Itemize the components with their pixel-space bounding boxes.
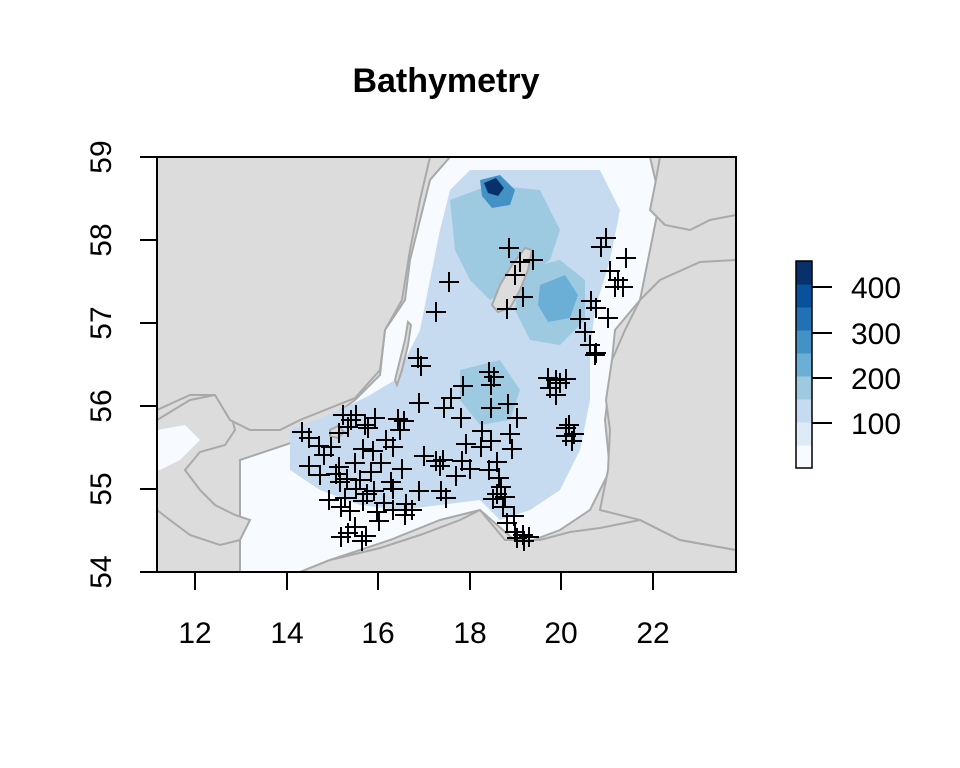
x-tick-label: 12 — [178, 617, 211, 650]
colorbar-swatches — [796, 261, 812, 469]
colorbar-frame — [795, 260, 813, 469]
y-tick-label: 54 — [85, 555, 118, 588]
y-tick-label: 56 — [85, 389, 118, 422]
y-tick-label: 57 — [85, 306, 118, 339]
colorbar-label: 100 — [851, 408, 901, 441]
colorbar-swatch — [796, 422, 812, 446]
sea-deepest — [484, 178, 504, 196]
colorbar-label: 300 — [851, 318, 901, 351]
map-panel — [156, 156, 737, 573]
colorbar-label: 200 — [851, 363, 901, 396]
eastern-land — [598, 258, 736, 552]
colorbar-swatch — [796, 284, 812, 308]
x-tick-label: 22 — [636, 617, 669, 650]
y-axis: 54 55 56 57 58 59 — [85, 140, 158, 589]
oland-island — [393, 319, 413, 388]
colorbar-swatch — [796, 376, 812, 400]
colorbar-swatch — [796, 399, 812, 423]
western-coast — [157, 157, 432, 431]
x-tick-label: 16 — [361, 617, 394, 650]
y-tick-label: 58 — [85, 223, 118, 256]
shallow-west — [157, 425, 200, 470]
x-tick-label: 18 — [453, 617, 486, 650]
colorbar-swatch — [796, 307, 812, 331]
sample-markers — [292, 228, 636, 551]
colorbar-label: 400 — [851, 272, 901, 305]
northeast-land — [648, 157, 736, 232]
colorbar-swatch — [796, 445, 812, 469]
colorbar-swatch — [796, 353, 812, 377]
x-axis: 12 14 16 18 20 22 — [178, 571, 670, 650]
colorbar-legend: 400 300 200 100 — [795, 260, 901, 469]
x-tick-label: 20 — [544, 617, 577, 650]
colorbar-swatch — [796, 330, 812, 354]
sea-deep-3 — [538, 275, 578, 322]
y-tick-label: 59 — [85, 140, 118, 173]
x-tick-label: 14 — [270, 617, 303, 650]
map-title: Bathymetry — [352, 62, 539, 100]
y-tick-label: 55 — [85, 472, 118, 505]
colorbar-swatch — [796, 261, 812, 285]
